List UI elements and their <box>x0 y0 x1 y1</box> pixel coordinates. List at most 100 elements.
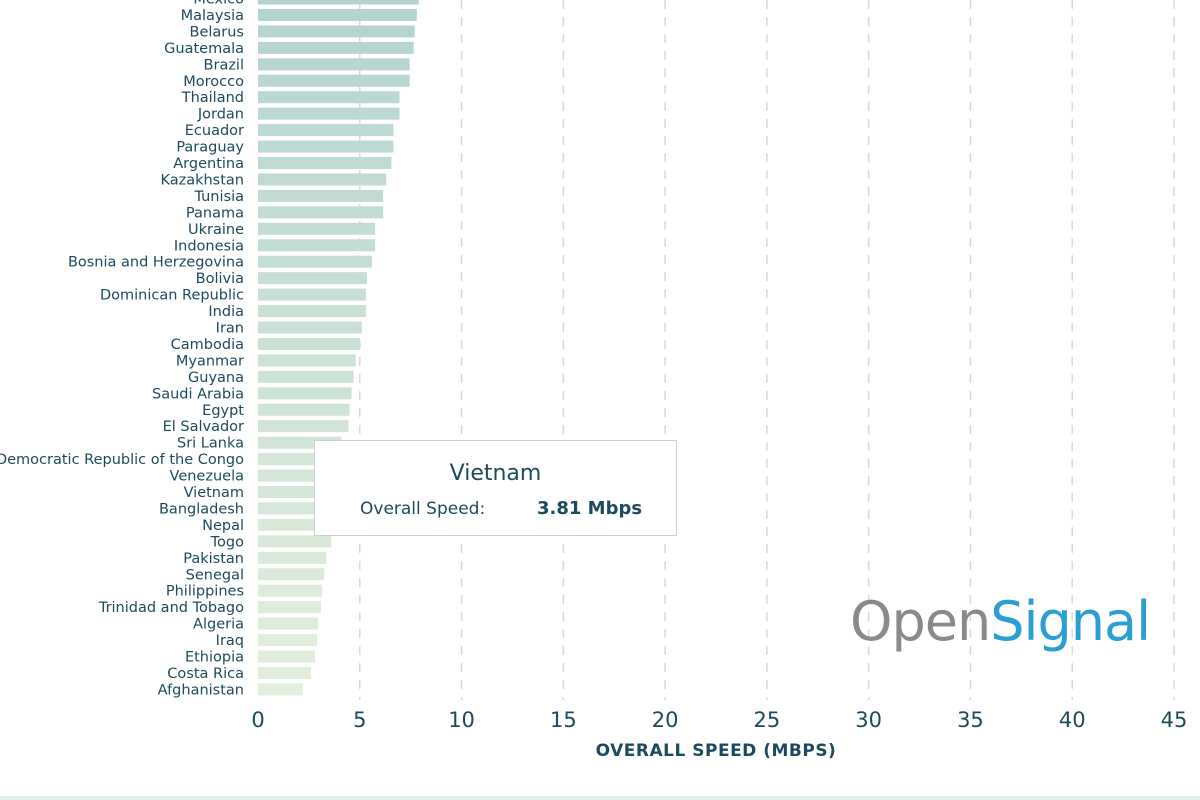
category-label: Morocco <box>183 74 244 90</box>
category-label: Sri Lanka <box>177 436 244 452</box>
category-label: Senegal <box>186 567 244 583</box>
category-label: Ukraine <box>188 222 244 238</box>
bar[interactable] <box>258 354 356 367</box>
bar[interactable] <box>258 650 315 663</box>
category-label: Guyana <box>188 370 244 386</box>
opensignal-logo: OpenSignal <box>850 590 1151 653</box>
bar[interactable] <box>258 288 366 301</box>
bar[interactable] <box>258 551 327 564</box>
bar[interactable] <box>258 666 311 679</box>
category-label: Bolivia <box>196 271 244 287</box>
bar[interactable] <box>258 107 400 120</box>
x-tick-label: 0 <box>251 708 264 732</box>
bar[interactable] <box>258 321 362 334</box>
tooltip: Vietnam Overall Speed: 3.81 Mbps <box>314 440 677 536</box>
x-tick-label: 30 <box>855 708 882 732</box>
category-label: Philippines <box>166 584 244 600</box>
x-tick-label: 25 <box>754 708 781 732</box>
category-label: Bangladesh <box>159 501 244 517</box>
category-label: Thailand <box>181 90 244 106</box>
category-label: Indonesia <box>174 238 244 254</box>
category-label: Vietnam <box>184 485 244 501</box>
tooltip-label: Overall Speed: <box>360 499 486 519</box>
category-label: Mexico <box>193 0 244 8</box>
bar[interactable] <box>258 124 394 137</box>
bar[interactable] <box>258 206 384 219</box>
x-tick-labels: 0 5 10 15 20 25 30 35 40 45 <box>251 708 1187 732</box>
tooltip-value: 3.81 Mbps <box>537 498 643 519</box>
bar[interactable] <box>258 58 410 71</box>
bar[interactable] <box>258 8 417 21</box>
bar[interactable] <box>258 255 372 268</box>
category-label: Pakistan <box>183 551 244 567</box>
bar[interactable] <box>258 568 325 581</box>
bar[interactable] <box>258 41 414 54</box>
x-tick-label: 15 <box>550 708 577 732</box>
category-label: Trinidad and Tobago <box>98 600 244 616</box>
bar[interactable] <box>258 420 349 433</box>
category-label: Myanmar <box>176 353 244 369</box>
bar[interactable] <box>258 272 367 285</box>
bottom-divider <box>0 796 1200 800</box>
bar[interactable] <box>258 617 319 630</box>
category-label: Algeria <box>193 617 244 633</box>
bar[interactable] <box>258 140 394 153</box>
category-label: Belarus <box>190 24 245 40</box>
category-label: India <box>208 304 244 320</box>
bar[interactable] <box>258 337 360 350</box>
category-label: El Salvador <box>163 419 244 435</box>
bar[interactable] <box>258 403 350 416</box>
bars <box>258 0 419 696</box>
x-tick-label: 40 <box>1059 708 1086 732</box>
category-label: Saudi Arabia <box>152 386 244 402</box>
bar[interactable] <box>258 222 376 235</box>
bar[interactable] <box>258 157 392 169</box>
category-label: Ethiopia <box>185 650 244 666</box>
x-axis-title: OVERALL SPEED (MBPS) <box>596 741 837 761</box>
bar[interactable] <box>258 584 323 597</box>
bar[interactable] <box>258 189 384 202</box>
category-label: Egypt <box>202 403 244 419</box>
bar[interactable] <box>258 683 303 696</box>
bar[interactable] <box>258 239 376 252</box>
bar[interactable] <box>258 74 410 87</box>
bar[interactable] <box>258 25 415 38</box>
category-label: Jordan <box>197 107 244 123</box>
category-labels: MexicoMalaysiaBelarusGuatemalaBrazilMoro… <box>0 0 244 698</box>
category-label: Tunisia <box>193 189 244 205</box>
x-tick-label: 10 <box>448 708 475 732</box>
category-label: Costa Rica <box>167 666 244 682</box>
category-label: Panama <box>186 205 244 221</box>
bar[interactable] <box>258 91 400 104</box>
bar[interactable] <box>258 305 366 318</box>
x-tick-label: 20 <box>652 708 679 732</box>
category-label: Venezuela <box>170 469 244 485</box>
category-label: Afghanistan <box>158 682 244 698</box>
category-label: Argentina <box>173 156 244 172</box>
bar[interactable] <box>258 634 318 647</box>
category-label: Iran <box>216 321 244 337</box>
bar[interactable] <box>258 535 332 548</box>
logo-signal: Signal <box>990 590 1151 653</box>
category-label: Nepal <box>202 518 244 534</box>
category-label: Brazil <box>204 57 244 73</box>
bar[interactable] <box>258 173 387 186</box>
category-label: Guatemala <box>164 41 244 57</box>
category-label: Democratic Republic of the Congo <box>0 452 244 468</box>
bar[interactable] <box>258 370 354 383</box>
category-label: Malaysia <box>181 8 244 24</box>
category-label: Cambodia <box>171 337 244 353</box>
category-label: Paraguay <box>176 140 244 156</box>
bar[interactable] <box>258 0 419 5</box>
category-label: Togo <box>210 534 244 550</box>
logo-open: Open <box>850 590 991 653</box>
x-tick-label: 5 <box>353 708 366 732</box>
bar[interactable] <box>258 387 352 400</box>
x-tick-label: 35 <box>957 708 984 732</box>
tooltip-title: Vietnam <box>449 461 542 486</box>
category-label: Kazakhstan <box>160 172 244 188</box>
category-label: Ecuador <box>185 123 244 139</box>
bar[interactable] <box>258 601 322 614</box>
gridlines <box>359 0 1175 700</box>
